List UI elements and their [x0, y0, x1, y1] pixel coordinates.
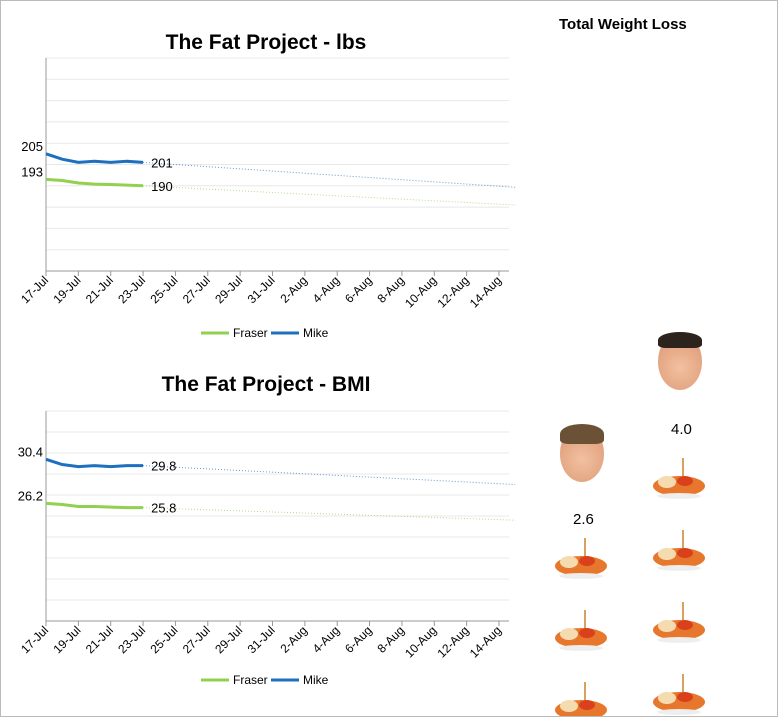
- legend-label: Mike: [303, 326, 329, 340]
- legend-label: Mike: [303, 673, 329, 687]
- x-tick-label: 2-Aug: [277, 623, 310, 656]
- x-tick-label: 19-Jul: [50, 623, 83, 656]
- x-tick-label: 14-Aug: [467, 273, 504, 310]
- x-tick-label: 23-Jul: [115, 623, 148, 656]
- x-tick-label: 29-Jul: [212, 623, 245, 656]
- fraser-face-image: [560, 424, 604, 482]
- bacon-icon: [647, 600, 709, 644]
- x-tick-label: 10-Aug: [402, 273, 439, 310]
- bacon-icon: [647, 456, 709, 500]
- end-label: 29.8: [151, 459, 176, 474]
- x-tick-label: 19-Jul: [50, 273, 83, 306]
- end-label: 201: [151, 155, 173, 170]
- x-tick-label: 10-Aug: [402, 623, 439, 660]
- x-tick-label: 17-Jul: [18, 273, 51, 306]
- x-tick-label: 25-Jul: [148, 273, 181, 306]
- end-label: 25.8: [151, 501, 176, 516]
- end-label: 190: [151, 179, 173, 194]
- bacon-icon: [549, 608, 611, 652]
- start-label: 26.2: [18, 488, 43, 503]
- fraser-loss-value: 2.6: [573, 511, 594, 528]
- x-tick-label: 14-Aug: [467, 623, 504, 660]
- x-tick-label: 12-Aug: [434, 623, 471, 660]
- legend-label: Fraser: [233, 673, 268, 687]
- chart-title: The Fat Project - BMI: [162, 373, 371, 396]
- bacon-icon: [549, 680, 611, 716]
- x-tick-label: 17-Jul: [18, 623, 51, 656]
- legend-label: Fraser: [233, 326, 268, 340]
- bacon-icon: [647, 528, 709, 572]
- x-tick-label: 31-Jul: [245, 273, 278, 306]
- x-tick-label: 2-Aug: [277, 273, 310, 306]
- x-tick-label: 4-Aug: [310, 273, 343, 306]
- trendline-mike: [143, 465, 516, 485]
- x-tick-label: 27-Jul: [180, 273, 213, 306]
- series-line-fraser: [45, 177, 144, 188]
- x-tick-label: 4-Aug: [310, 623, 343, 656]
- series-line-mike: [45, 152, 144, 164]
- x-tick-label: 25-Jul: [148, 623, 181, 656]
- x-tick-label: 27-Jul: [180, 623, 213, 656]
- x-tick-label: 31-Jul: [245, 623, 278, 656]
- mike-face-image: [658, 332, 702, 390]
- x-tick-label: 23-Jul: [115, 273, 148, 306]
- trendline-fraser: [143, 185, 516, 206]
- start-label: 205: [21, 139, 43, 154]
- mike-loss-value: 4.0: [671, 421, 692, 438]
- start-label: 193: [21, 164, 43, 179]
- trendline-mike: [143, 161, 516, 188]
- x-tick-label: 12-Aug: [434, 273, 471, 310]
- series-line-fraser: [45, 501, 144, 510]
- x-tick-label: 29-Jul: [212, 273, 245, 306]
- trendline-fraser: [143, 507, 516, 521]
- chart-title: The Fat Project - lbs: [166, 31, 367, 54]
- x-tick-label: 6-Aug: [342, 623, 375, 656]
- total-weight-loss-title: Total Weight Loss: [559, 16, 687, 33]
- bacon-icon: [549, 536, 611, 580]
- x-tick-label: 6-Aug: [342, 273, 375, 306]
- bacon-icon: [647, 672, 709, 716]
- series-line-mike: [45, 457, 144, 469]
- start-label: 30.4: [18, 444, 43, 459]
- x-tick-label: 21-Jul: [83, 273, 116, 306]
- x-tick-label: 21-Jul: [83, 623, 116, 656]
